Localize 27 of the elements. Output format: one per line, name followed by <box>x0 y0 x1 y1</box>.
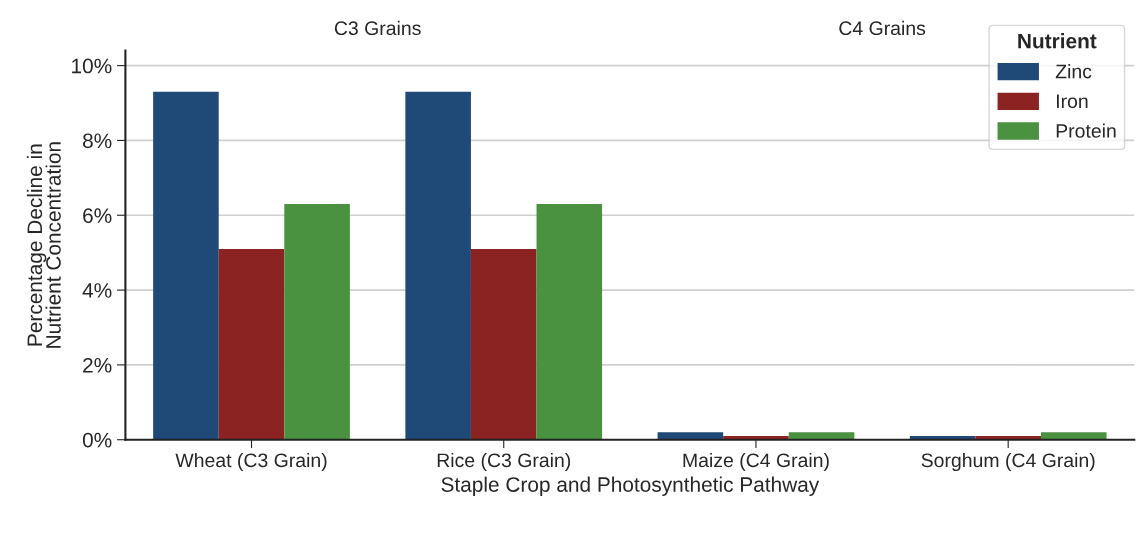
bar <box>218 248 285 440</box>
x-tick-label: Rice (C3 Grain) <box>437 452 571 472</box>
y-axis-title: Percentage Decline in Nutrient Concentration <box>26 142 61 348</box>
bar <box>1040 432 1107 440</box>
bar <box>405 91 471 440</box>
bar <box>470 248 537 440</box>
y-tick-label: 8% <box>83 133 112 149</box>
y-tick-label: 6% <box>83 208 112 223</box>
x-tick-label: Wheat (C3 Grain) <box>175 452 327 472</box>
y-tick-label: 4% <box>82 283 112 298</box>
text: C3 Grains <box>334 20 421 36</box>
text: C4 Grains <box>839 20 926 36</box>
bar <box>536 204 603 440</box>
bar <box>788 432 855 440</box>
y-tick-label: 0% <box>82 432 112 448</box>
y-tick-label: 10% <box>72 58 112 74</box>
y-tick-label: 2% <box>83 357 112 373</box>
x-axis-title: Staple Crop and Photosynthetic Pathway <box>441 476 820 497</box>
legend-label: Zinc <box>1055 64 1092 79</box>
x-tick-label: Maize (C4 Grain) <box>683 452 829 472</box>
legend-label: Iron <box>1056 94 1088 109</box>
legend-title: Nutrient <box>1018 33 1097 49</box>
bar <box>284 204 350 440</box>
x-tick-label: Sorghum (C4 Grain) <box>921 452 1095 472</box>
bar <box>657 432 724 440</box>
legend-label: Protein <box>1056 123 1116 138</box>
bar <box>153 91 219 440</box>
